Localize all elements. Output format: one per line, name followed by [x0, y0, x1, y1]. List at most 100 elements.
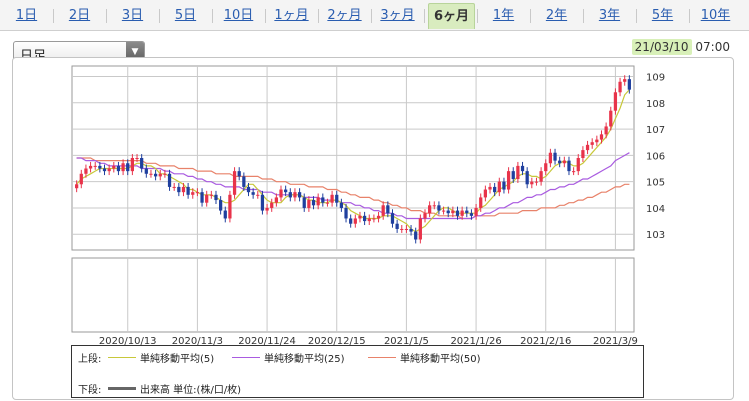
legend-lower-label: 下段: — [78, 385, 102, 396]
candle-up — [135, 158, 139, 159]
candle-down — [502, 181, 506, 190]
candle-down — [446, 210, 450, 214]
tab-separator — [477, 9, 478, 23]
legend-ma5: 単純移動平均(5) — [140, 354, 215, 365]
candle-down — [102, 168, 107, 172]
tab-3[interactable]: 3日 — [121, 8, 144, 23]
tab-separator — [583, 9, 584, 23]
candle-up — [158, 173, 162, 177]
tab-7[interactable]: 2ヶ月 — [327, 8, 362, 23]
candle-up — [232, 171, 237, 195]
candle-down — [237, 171, 241, 177]
tab-14[interactable]: 10年 — [700, 8, 731, 23]
candle-up — [623, 79, 627, 82]
legend-ma50: 単純移動平均(50) — [400, 354, 481, 365]
tab-6[interactable]: 1ヶ月 — [274, 8, 309, 23]
candle-down — [520, 165, 525, 172]
tab-separator — [424, 9, 425, 23]
tab-separator — [106, 9, 107, 23]
candle-down — [284, 189, 288, 193]
candle-down — [465, 210, 469, 214]
candle-up — [372, 218, 376, 220]
candle-up — [423, 213, 427, 219]
candle-up — [497, 181, 501, 193]
candle-down — [525, 171, 529, 185]
candle-down — [167, 173, 172, 187]
candle-down — [567, 160, 571, 172]
tab-4[interactable]: 5日 — [174, 8, 197, 23]
candle-up — [483, 189, 487, 198]
candle-up — [404, 228, 409, 230]
tab-separator — [689, 9, 690, 23]
candle-down — [437, 205, 441, 211]
candle-down — [390, 213, 395, 224]
candle-down — [153, 173, 158, 177]
tab-1[interactable]: 1日 — [15, 8, 38, 23]
candle-down — [311, 200, 316, 206]
timestamp-date: 21/03/10 — [631, 39, 692, 55]
candle-up — [599, 134, 604, 140]
candle-down — [200, 192, 204, 203]
candle-up — [381, 205, 385, 216]
candle-down — [362, 215, 367, 222]
candle-up — [460, 210, 464, 216]
candle-up — [270, 202, 274, 208]
candle-up — [585, 144, 590, 151]
candle-down — [177, 186, 181, 193]
tab-8[interactable]: 3ヶ月 — [380, 8, 415, 23]
candle-up — [618, 81, 622, 93]
candle-up — [488, 186, 492, 190]
candle-down — [321, 197, 325, 203]
candle-down — [409, 228, 413, 232]
tab-9[interactable]: 6ヶ月 — [428, 3, 475, 29]
date-tick-label: 2020/12/15 — [308, 336, 366, 347]
price-axis-labels: 103 104 105 106 107 108 109 — [646, 73, 665, 242]
tab-10[interactable]: 1年 — [492, 8, 515, 23]
candle-up — [274, 197, 278, 203]
candle-up — [590, 142, 594, 145]
candle-up — [325, 202, 330, 204]
candle-up — [209, 194, 213, 196]
candle-up — [400, 228, 404, 230]
candle-down — [116, 165, 121, 172]
candle-up — [121, 163, 125, 172]
candle-up — [376, 215, 381, 219]
candle-up — [506, 171, 511, 190]
candle-down — [214, 194, 218, 201]
chart-legend: 上段: 単純移動平均(5) 単純移動平均(25) 単純移動平均(50) 下段: … — [71, 345, 644, 398]
candle-up — [613, 92, 618, 111]
candle-up — [228, 194, 232, 219]
tab-12[interactable]: 3年 — [598, 8, 621, 23]
candle-up — [205, 194, 209, 203]
candle-up — [107, 168, 111, 172]
candle-down — [186, 186, 190, 195]
candle-down — [339, 202, 344, 208]
candle-up — [191, 192, 195, 195]
candle-up — [451, 210, 455, 214]
tab-2[interactable]: 2日 — [68, 8, 91, 23]
tab-13[interactable]: 5年 — [651, 8, 674, 23]
candle-down — [251, 192, 255, 195]
candle-up — [316, 197, 320, 206]
candle-up — [181, 186, 186, 193]
volume-grid — [71, 257, 635, 333]
candle-up — [88, 165, 93, 169]
price-tick-label: 107 — [646, 125, 665, 136]
candle-up — [534, 181, 539, 183]
candle-up — [539, 171, 543, 182]
price-grid — [71, 65, 635, 251]
candle-down — [335, 194, 339, 203]
candlestick-series — [75, 75, 631, 244]
candle-up — [576, 158, 580, 172]
date-axis-labels: 2020/10/13 2020/11/3 2020/11/24 2020/12/15 2… — [99, 336, 638, 347]
candle-down — [126, 163, 130, 172]
tab-5[interactable]: 10日 — [223, 8, 254, 23]
candle-up — [84, 168, 88, 174]
tab-11[interactable]: 2年 — [545, 8, 568, 23]
legend-upper-label: 上段: — [78, 354, 102, 365]
candle-up — [172, 186, 176, 188]
candle-down — [219, 200, 223, 211]
tab-separator — [159, 9, 160, 23]
legend-ma5-swatch — [108, 357, 136, 358]
price-tick-label: 103 — [646, 230, 665, 241]
